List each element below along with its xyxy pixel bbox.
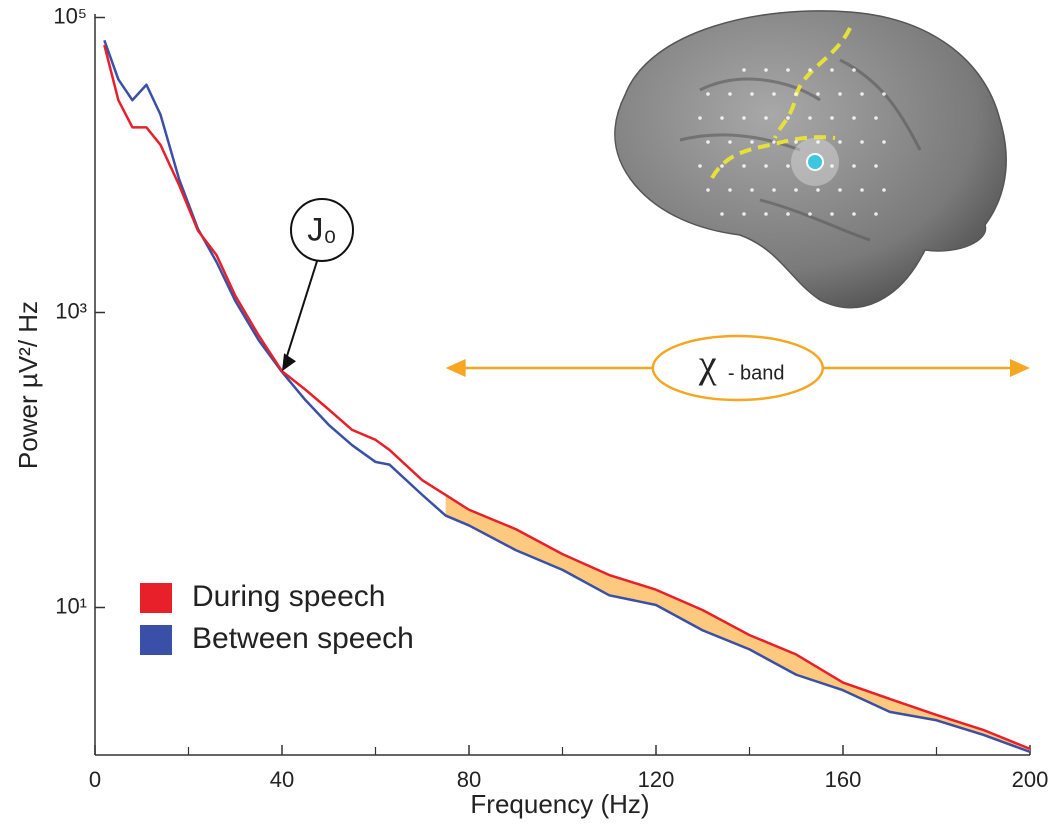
electrode-dot [786,164,790,168]
arrow-head [445,359,466,377]
electrode-dot [742,68,746,72]
electrode-dot [852,212,856,216]
electrode-dot [852,68,856,72]
band-symbol: χ [698,341,717,386]
legend-swatch [140,583,172,613]
electrode-dot [816,140,820,144]
electrode-dot [764,212,768,216]
electrode-dot [772,140,776,144]
electrode-dot [808,212,812,216]
electrode-dot [882,92,886,96]
x-tick-label: 160 [825,767,862,792]
x-axis-label: Frequency (Hz) [470,789,649,819]
electrode-dot [874,164,878,168]
electrode-dot [742,164,746,168]
electrode-dot [706,188,710,192]
legend-label: During speech [192,580,385,613]
electrode-dot [786,68,790,72]
electrode-dot [794,140,798,144]
legend-label: Between speech [192,622,414,655]
band-label-bubble [651,334,825,402]
callout-arrow [285,257,319,360]
electrode-dot [838,188,842,192]
electrode-dot [830,68,834,72]
electrode-dot [728,188,732,192]
electrode-dot [698,164,702,168]
electrode-dot [794,188,798,192]
electrode-dot [706,140,710,144]
electrode-dot [874,116,878,120]
band-label: - band [728,362,785,384]
x-tick-label: 0 [89,767,101,792]
electrode-dot [874,212,878,216]
legend-swatch [140,625,172,655]
series-line [103,44,1031,751]
electrode-dot [808,68,812,72]
electrode-dot [816,188,820,192]
electrode-dot [852,164,856,168]
electrode-dot [860,92,864,96]
electrode-dot [860,140,864,144]
electrode-dot [728,92,732,96]
electrode-dot [720,164,724,168]
electrode-dot [720,212,724,216]
electrode-dot [720,116,724,120]
electrode-dot [728,140,732,144]
y-tick-label: 10⁵ [53,3,87,28]
electrode-dot [742,212,746,216]
electrode-dot [772,188,776,192]
electrode-dot [742,116,746,120]
series-line [103,39,1031,754]
callout-bubble [290,198,354,262]
electrode-dot [882,188,886,192]
x-tick-label: 200 [1012,767,1049,792]
electrode-dot [838,140,842,144]
electrode-dot [698,116,702,120]
callout-label: J₀ [307,211,336,247]
electrode-dot [794,92,798,96]
electrode-dot [750,188,754,192]
y-tick-label: 10³ [55,298,87,323]
electrode-dot [816,92,820,96]
electrode-dot [882,140,886,144]
electrode-dot [852,116,856,120]
x-tick-label: 120 [638,767,675,792]
arrow-head [1010,359,1030,377]
electrode-dot [706,92,710,96]
electrode-dot [764,68,768,72]
y-tick-label: 10¹ [55,593,87,618]
x-tick-label: 80 [457,767,481,792]
electrode-dot [860,188,864,192]
brain-image [614,10,1007,309]
electrode-dot [830,116,834,120]
electrode-dot [838,92,842,96]
band-fill [445,494,1030,752]
electrode-dot [750,92,754,96]
x-tick-label: 40 [270,767,294,792]
electrode-dot [764,116,768,120]
electrode-dot [830,212,834,216]
electrode-dot [786,212,790,216]
electrode-dot [772,92,776,96]
electrode-dot [750,140,754,144]
electrode-dot [786,116,790,120]
y-axis-label: Power µV²/ Hz [13,301,43,469]
electrode-dot [808,116,812,120]
arrow-head [282,353,296,372]
electrode-dot [764,164,768,168]
electrode-dot [830,164,834,168]
